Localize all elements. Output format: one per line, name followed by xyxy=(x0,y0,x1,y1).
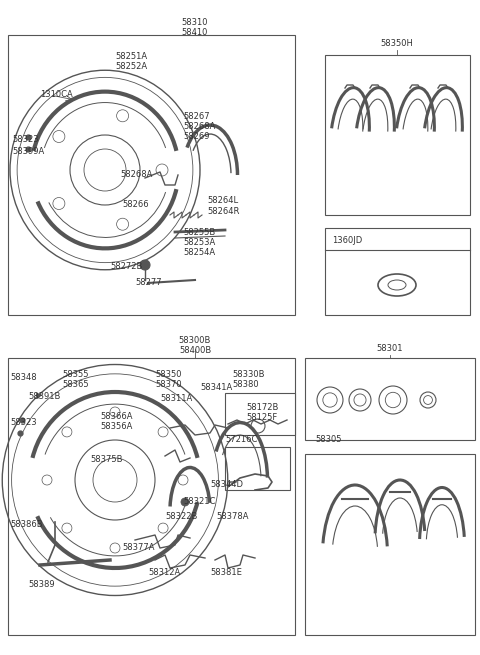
Text: 58252A: 58252A xyxy=(115,62,147,71)
Text: 58264L: 58264L xyxy=(207,196,238,205)
Text: 58125F: 58125F xyxy=(246,413,277,422)
Text: 58348: 58348 xyxy=(10,373,36,382)
Text: 58377A: 58377A xyxy=(122,543,155,552)
Text: 58375B: 58375B xyxy=(90,455,122,464)
Text: 58272B: 58272B xyxy=(110,262,143,271)
Circle shape xyxy=(140,260,150,270)
Text: 58264R: 58264R xyxy=(207,207,240,216)
Text: 58301: 58301 xyxy=(377,344,403,353)
Text: 58366A: 58366A xyxy=(100,412,132,421)
Text: 58355: 58355 xyxy=(62,370,88,379)
Text: 57216C: 57216C xyxy=(225,435,257,444)
Text: 58267: 58267 xyxy=(183,112,210,121)
Text: 58356A: 58356A xyxy=(100,422,132,431)
Bar xyxy=(8,358,295,635)
Text: 58255B: 58255B xyxy=(183,228,215,237)
Text: 58269: 58269 xyxy=(183,132,209,141)
Text: 58310: 58310 xyxy=(182,18,208,27)
Text: 58311A: 58311A xyxy=(160,394,192,403)
Circle shape xyxy=(181,498,189,506)
Text: 1360JD: 1360JD xyxy=(332,236,362,245)
Text: 1310CA: 1310CA xyxy=(40,90,73,99)
Text: 58172B: 58172B xyxy=(246,403,278,412)
Bar xyxy=(225,447,290,490)
Text: 58378A: 58378A xyxy=(216,512,249,521)
Text: 58350: 58350 xyxy=(155,370,181,379)
Text: 58380: 58380 xyxy=(232,380,259,389)
Text: 58312A: 58312A xyxy=(148,568,180,577)
Text: 58254A: 58254A xyxy=(183,248,215,257)
Text: 58300B: 58300B xyxy=(179,336,211,345)
Bar xyxy=(8,35,295,315)
Text: 58266: 58266 xyxy=(122,200,149,209)
Text: 58330B: 58330B xyxy=(232,370,264,379)
Text: 58410: 58410 xyxy=(182,28,208,37)
Text: 58350H: 58350H xyxy=(381,39,413,48)
Text: 58323: 58323 xyxy=(10,418,36,427)
Text: 58399A: 58399A xyxy=(12,147,44,156)
Text: 58381E: 58381E xyxy=(210,568,242,577)
Text: 58323: 58323 xyxy=(12,135,38,144)
Bar xyxy=(305,454,475,635)
Text: 58386B: 58386B xyxy=(10,520,43,529)
Text: 58321C: 58321C xyxy=(183,497,216,506)
Text: 58391B: 58391B xyxy=(28,392,60,401)
Text: 58344D: 58344D xyxy=(210,480,243,489)
Text: 58268A: 58268A xyxy=(183,122,216,131)
Bar xyxy=(325,228,470,315)
Text: 58389: 58389 xyxy=(28,580,55,589)
Bar xyxy=(225,393,295,435)
Text: 58370: 58370 xyxy=(155,380,181,389)
Text: 58253A: 58253A xyxy=(183,238,215,247)
Text: 58400B: 58400B xyxy=(179,346,211,355)
Bar xyxy=(305,358,475,440)
Text: 58251A: 58251A xyxy=(115,52,147,61)
Text: 58322B: 58322B xyxy=(165,512,197,521)
Text: 58365: 58365 xyxy=(62,380,89,389)
Text: 58268A: 58268A xyxy=(120,170,152,179)
Text: 58341A: 58341A xyxy=(200,383,232,392)
Text: 58277: 58277 xyxy=(135,278,162,287)
Text: 58305: 58305 xyxy=(315,435,341,444)
Bar xyxy=(325,55,470,215)
